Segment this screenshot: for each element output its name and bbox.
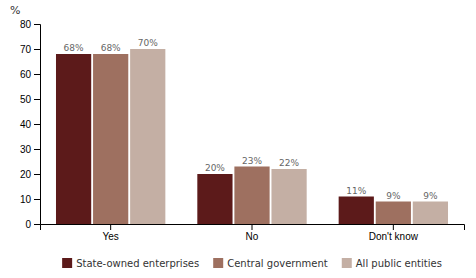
bar <box>234 167 269 225</box>
legend-label: State-owned enterprises <box>76 258 199 269</box>
x-tick: Don't know <box>369 224 419 242</box>
data-label: 68% <box>64 43 84 53</box>
x-tick-mark <box>393 224 394 230</box>
y-tick-mark <box>34 174 40 175</box>
legend-swatch <box>342 258 352 268</box>
data-labels: 68% 20% 11% 68% 23% 9% 70% 22% 9% <box>64 38 438 201</box>
y-tick: 50 <box>20 94 40 105</box>
data-label: 9% <box>423 191 438 201</box>
legend-item: State-owned enterprises <box>62 258 199 269</box>
chart: 0 10 20 30 40 50 60 70 80 Yes No Don't know 68% 20% 11… <box>0 0 476 278</box>
x-axis: Yes No Don't know <box>41 224 465 242</box>
y-tick-mark <box>34 49 40 50</box>
bars <box>56 49 448 224</box>
y-tick-mark <box>34 224 40 225</box>
y-tick: 70 <box>20 44 40 55</box>
y-tick-mark <box>34 199 40 200</box>
y-tick-mark <box>34 99 40 100</box>
y-tick-label: 10 <box>20 194 32 205</box>
y-tick-label: 20 <box>20 169 32 180</box>
y-tick: 30 <box>20 144 40 155</box>
y-tick-mark <box>34 124 40 125</box>
bar <box>413 202 448 225</box>
x-tick-label: No <box>246 231 259 242</box>
x-tick: No <box>246 224 259 242</box>
legend-swatch <box>62 258 72 268</box>
y-tick: 80 <box>20 19 40 30</box>
y-tick-label: 70 <box>20 44 32 55</box>
data-label: 70% <box>138 38 158 48</box>
y-tick: 10 <box>20 194 40 205</box>
x-tick-mark <box>252 224 253 230</box>
bar <box>93 54 128 224</box>
y-tick-label: 30 <box>20 144 32 155</box>
bar <box>56 54 91 224</box>
x-tick-label: Yes <box>103 231 119 242</box>
legend-label: Central government <box>227 258 328 269</box>
y-tick: 60 <box>20 69 40 80</box>
y-tick-mark <box>34 74 40 75</box>
y-axis-line <box>34 25 41 225</box>
x-tick-label: Don't know <box>369 231 419 242</box>
legend-item: All public entities <box>342 258 442 269</box>
legend-label: All public entities <box>356 258 442 269</box>
bar <box>197 174 232 224</box>
legend: State-owned enterprises Central governmen… <box>62 258 442 269</box>
data-label: 68% <box>101 43 121 53</box>
data-label: 11% <box>346 186 366 196</box>
data-label: 22% <box>279 158 299 168</box>
y-tick-label: 50 <box>20 94 32 105</box>
data-label: 9% <box>386 191 401 201</box>
data-label: 23% <box>242 156 262 166</box>
x-axis-line <box>41 225 465 231</box>
legend-item: Central government <box>213 258 328 269</box>
y-tick: 40 <box>20 119 40 130</box>
bar <box>271 169 306 224</box>
y-tick-label: 0 <box>25 219 31 230</box>
y-tick-mark <box>34 24 40 25</box>
data-label: 20% <box>205 163 225 173</box>
y-tick-label: 60 <box>20 69 32 80</box>
legend-swatch <box>213 258 223 268</box>
bar <box>376 202 411 225</box>
y-axis-title: % <box>10 4 20 17</box>
y-tick-mark <box>34 149 40 150</box>
y-axis: 0 10 20 30 40 50 60 70 80 <box>20 19 41 230</box>
x-tick: Yes <box>103 224 119 242</box>
bar <box>339 197 374 225</box>
y-tick-label: 40 <box>20 119 32 130</box>
y-tick-label: 80 <box>20 19 32 30</box>
x-tick-mark <box>110 224 111 230</box>
bar <box>130 49 165 224</box>
y-tick: 20 <box>20 169 40 180</box>
y-tick: 0 <box>25 219 40 230</box>
